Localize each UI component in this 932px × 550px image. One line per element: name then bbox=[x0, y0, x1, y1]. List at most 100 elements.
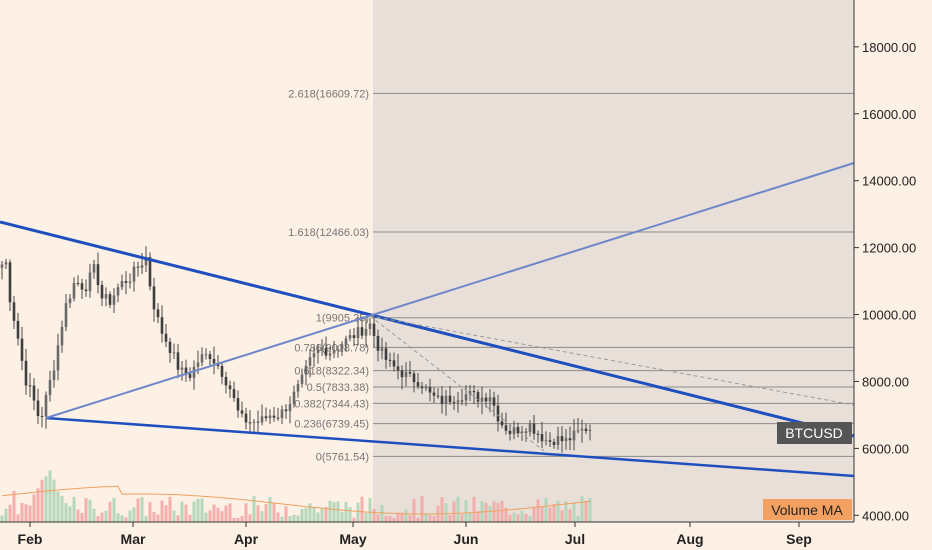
candle-body bbox=[140, 265, 144, 268]
candle bbox=[36, 388, 40, 425]
candle bbox=[228, 380, 232, 398]
volume-bar bbox=[564, 501, 568, 522]
candle-body bbox=[236, 398, 240, 411]
volume-bar bbox=[184, 504, 188, 522]
y-tick-label: 4000.00 bbox=[862, 508, 909, 523]
candle bbox=[232, 381, 236, 402]
candle bbox=[472, 385, 476, 405]
candle-body bbox=[496, 405, 500, 422]
volume-bar bbox=[580, 496, 584, 522]
candle bbox=[460, 388, 464, 406]
candle bbox=[476, 389, 480, 408]
volume-bar bbox=[112, 498, 116, 522]
candle-body bbox=[76, 283, 80, 285]
candle bbox=[432, 387, 436, 404]
volume-bar bbox=[140, 497, 144, 522]
candle bbox=[552, 438, 556, 449]
candle-body bbox=[500, 421, 504, 426]
candle-body bbox=[256, 421, 260, 423]
candle-body bbox=[452, 402, 456, 404]
candle-body bbox=[524, 431, 528, 433]
candle bbox=[236, 390, 240, 418]
candle-body bbox=[356, 327, 360, 339]
fib-level-label: 0.786(9018.78) bbox=[294, 342, 369, 354]
candle bbox=[388, 352, 392, 367]
volume-bar bbox=[400, 512, 404, 522]
volume-bar bbox=[340, 511, 344, 522]
candle-body bbox=[536, 433, 540, 435]
candle bbox=[84, 279, 88, 297]
candle bbox=[132, 261, 136, 292]
volume-bar bbox=[60, 496, 64, 522]
volume-bar bbox=[496, 502, 500, 522]
y-tick-label: 18000.00 bbox=[862, 40, 916, 55]
y-tick-label: 14000.00 bbox=[862, 174, 916, 189]
candle-body bbox=[100, 285, 104, 299]
candle bbox=[48, 370, 52, 402]
volume-bar bbox=[428, 515, 432, 522]
candle-body bbox=[308, 357, 312, 366]
candle-body bbox=[512, 426, 516, 435]
candle bbox=[564, 428, 568, 450]
volume-bar bbox=[520, 510, 524, 522]
volume-bar bbox=[392, 517, 396, 522]
candle bbox=[12, 295, 16, 329]
volume-bar bbox=[204, 512, 208, 522]
candle-body bbox=[108, 294, 112, 305]
candle-body bbox=[348, 335, 352, 339]
candle bbox=[32, 377, 36, 411]
candle-body bbox=[48, 379, 52, 395]
candle bbox=[240, 401, 244, 418]
symbol-badge-bg bbox=[777, 422, 852, 444]
candle-body bbox=[120, 281, 124, 288]
candle bbox=[572, 419, 576, 451]
candle-body bbox=[296, 383, 300, 392]
volume-bar bbox=[24, 504, 28, 522]
y-tick-label: 10000.00 bbox=[862, 308, 916, 323]
candle bbox=[404, 362, 408, 387]
volume-bar bbox=[568, 509, 572, 522]
candle-body bbox=[336, 349, 340, 351]
candle-body bbox=[436, 395, 440, 397]
candle bbox=[72, 277, 76, 302]
candle bbox=[208, 351, 212, 366]
candle-body bbox=[488, 397, 492, 402]
volume-bar bbox=[412, 498, 416, 522]
fib-level-label: 0(5761.54) bbox=[316, 451, 369, 463]
candle bbox=[584, 423, 588, 435]
candle-body bbox=[312, 353, 316, 358]
volume-bar bbox=[424, 513, 428, 522]
candle bbox=[392, 352, 396, 372]
candle bbox=[108, 291, 112, 309]
volume-bar bbox=[460, 514, 464, 522]
volume-bar bbox=[44, 476, 48, 522]
volume-ma-badge-bg bbox=[763, 499, 852, 520]
candle bbox=[284, 404, 288, 419]
candle-body bbox=[520, 431, 524, 434]
candle-body bbox=[532, 423, 536, 434]
candle bbox=[436, 388, 440, 399]
x-tick-label: Feb bbox=[18, 531, 43, 547]
candle bbox=[304, 359, 308, 386]
volume-bar bbox=[476, 511, 480, 522]
volume-bar bbox=[232, 517, 236, 522]
volume-bar bbox=[576, 515, 580, 522]
candle-body bbox=[220, 365, 224, 377]
candle-body bbox=[380, 348, 384, 351]
candle bbox=[300, 368, 304, 388]
candle-body bbox=[264, 416, 268, 419]
candle-body bbox=[268, 415, 272, 419]
dashed-projection-1 bbox=[369, 315, 855, 406]
candle bbox=[276, 407, 280, 421]
candle-body bbox=[508, 430, 512, 435]
volume-bar bbox=[500, 500, 504, 522]
candle-body bbox=[484, 397, 488, 402]
volume-bar bbox=[124, 517, 128, 522]
upper-trendline bbox=[0, 220, 855, 438]
x-tick-label: May bbox=[339, 531, 366, 547]
candle-body bbox=[12, 302, 16, 321]
candle-body bbox=[400, 370, 404, 378]
volume-bar bbox=[416, 517, 420, 522]
x-tick-label: Sep bbox=[786, 531, 812, 547]
candle bbox=[288, 396, 292, 424]
